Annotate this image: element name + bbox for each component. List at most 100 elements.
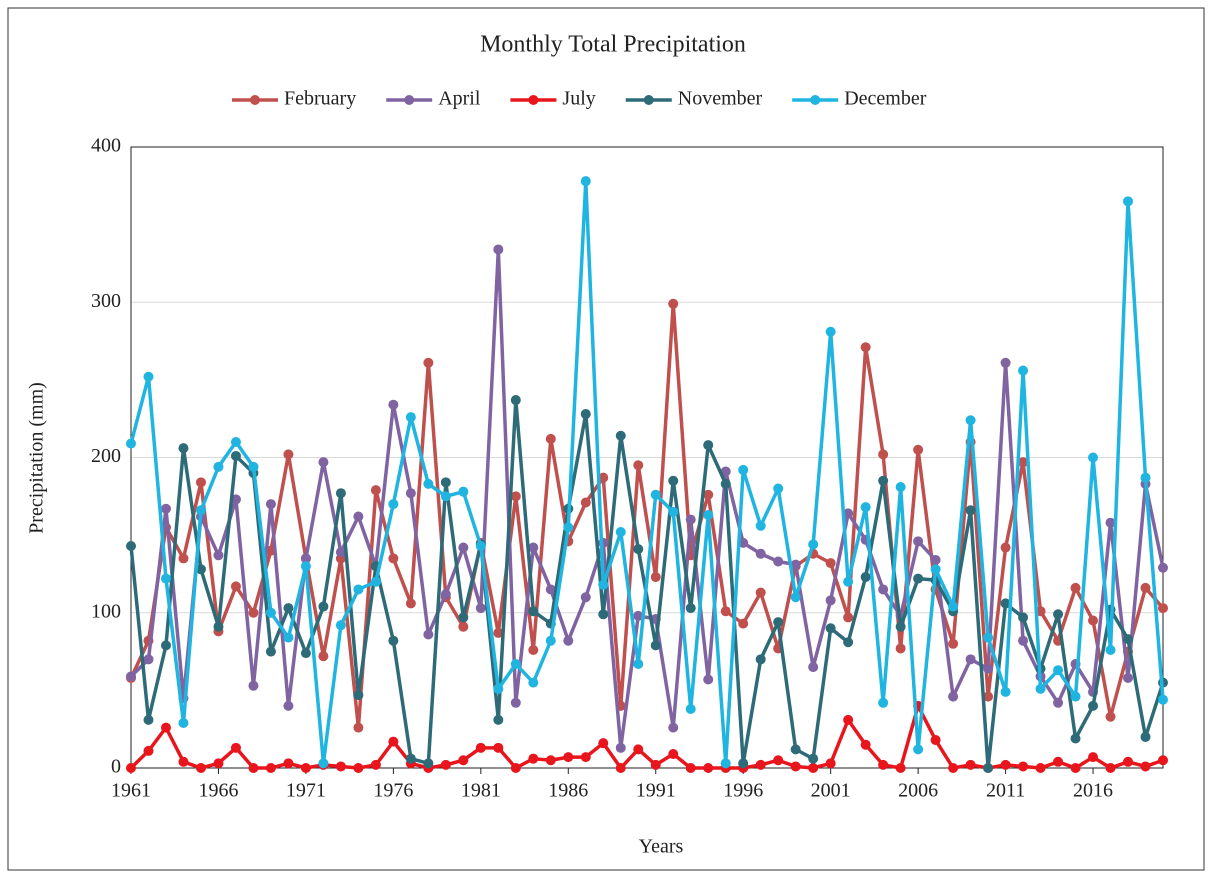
data-point [318, 758, 329, 769]
legend-item: February [232, 88, 356, 110]
data-point [126, 438, 136, 449]
data-point [1070, 691, 1081, 702]
data-point [475, 603, 486, 614]
data-point [668, 722, 679, 733]
data-point [458, 621, 469, 632]
data-point [300, 648, 311, 659]
data-point [405, 488, 416, 499]
data-point [283, 449, 294, 460]
data-point [720, 466, 731, 477]
legend-label: July [562, 88, 595, 110]
data-point [283, 603, 294, 614]
data-point [493, 683, 504, 694]
data-point [598, 609, 609, 620]
data-point [685, 704, 696, 715]
data-point [843, 612, 854, 623]
data-point [668, 506, 679, 517]
data-point [493, 244, 504, 255]
data-point [1053, 756, 1064, 767]
data-point [458, 755, 469, 766]
data-point [825, 558, 836, 569]
data-point [685, 514, 696, 525]
data-point [265, 646, 276, 657]
data-point [703, 489, 714, 500]
legend-swatch-marker [250, 95, 260, 105]
y-tick-label: 300 [91, 290, 121, 312]
data-point [825, 623, 836, 634]
data-point [126, 671, 136, 682]
data-point [283, 758, 294, 769]
data-point [668, 749, 679, 760]
data-point [353, 763, 364, 773]
data-point [808, 753, 819, 764]
chart-title: Monthly Total Precipitation [480, 32, 746, 58]
data-point [248, 680, 259, 691]
data-point [388, 635, 399, 646]
data-point [755, 587, 766, 598]
legend-swatch-marker [643, 95, 654, 105]
data-point [860, 502, 871, 513]
data-point [983, 663, 994, 674]
legend-item: December [792, 88, 927, 110]
data-point [440, 759, 451, 770]
y-tick-label: 0 [111, 756, 121, 778]
data-point [720, 478, 731, 489]
series-line [129, 179, 1165, 766]
data-point [580, 409, 591, 420]
data-point [1088, 752, 1099, 763]
legend-item: November [625, 88, 763, 110]
data-point [440, 477, 451, 488]
data-point [1088, 615, 1099, 626]
data-point [948, 638, 959, 649]
data-point [615, 763, 626, 773]
data-point [545, 755, 556, 766]
data-point [1158, 755, 1168, 766]
data-point [913, 536, 924, 547]
data-point [808, 763, 819, 773]
x-tick-label: 1981 [461, 780, 501, 802]
data-point [1140, 761, 1151, 772]
data-point [773, 755, 784, 766]
x-tick-label: 2011 [986, 780, 1025, 802]
data-point [126, 763, 136, 773]
data-point [1140, 582, 1151, 593]
data-point [370, 576, 381, 587]
data-point [1018, 365, 1029, 376]
data-point [1105, 711, 1116, 722]
data-point [143, 654, 154, 665]
data-point [353, 722, 364, 733]
x-tick-label: 1966 [198, 780, 238, 802]
data-point [1140, 472, 1151, 483]
data-point [790, 559, 801, 570]
data-point [300, 561, 311, 572]
data-point [738, 464, 749, 475]
data-point [685, 603, 696, 614]
data-point [720, 758, 731, 769]
data-point [983, 763, 994, 773]
data-point [703, 763, 714, 773]
data-point [528, 542, 539, 553]
data-point [808, 662, 819, 673]
data-point [948, 691, 959, 702]
data-point [895, 481, 906, 492]
data-point [178, 553, 189, 564]
data-point [878, 584, 889, 595]
data-point [668, 298, 679, 309]
legend-swatch-marker [810, 95, 821, 105]
data-point [283, 700, 294, 711]
data-point [230, 450, 241, 461]
data-point [1123, 196, 1134, 207]
data-point [913, 744, 924, 755]
data-point [213, 621, 224, 632]
data-point [178, 756, 189, 767]
data-point [843, 714, 854, 725]
data-point [703, 674, 714, 685]
data-point [423, 478, 434, 489]
data-point [423, 629, 434, 640]
data-point [965, 415, 976, 426]
data-point [318, 457, 329, 468]
data-point [948, 763, 959, 773]
legend-label: December [844, 88, 927, 110]
